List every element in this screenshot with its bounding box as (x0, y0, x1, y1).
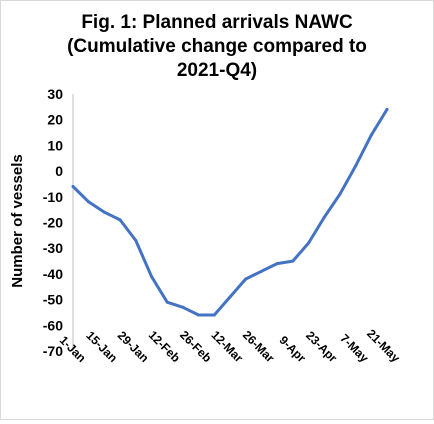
data-point (322, 215, 326, 219)
y-tick-label: -50 (43, 292, 63, 308)
x-tick-label: 15-Jan (83, 328, 120, 365)
data-point (244, 277, 248, 281)
x-tick-label: 21-May (364, 326, 403, 365)
x-tick-labels: 1-Jan15-Jan29-Jan12-Feb26-Feb12-Mar26-Ma… (57, 326, 403, 365)
x-tick-label: 23-Apr (303, 328, 340, 365)
data-point (385, 107, 389, 111)
x-tick-label: 26-Mar (240, 328, 277, 365)
data-point (228, 295, 232, 299)
y-tick-label: -60 (43, 317, 63, 333)
y-tick-label: 10 (47, 137, 63, 153)
y-tick-label: 0 (55, 163, 63, 179)
series-group (71, 107, 389, 317)
x-tick-label: 26-Feb (177, 328, 214, 365)
data-point (354, 164, 358, 168)
y-tick-label: -40 (43, 266, 63, 282)
series-line (71, 107, 389, 317)
y-tick-label: -30 (43, 240, 63, 256)
data-point (212, 313, 216, 317)
y-tick-label: -10 (43, 189, 63, 205)
y-tick-label: 20 (47, 112, 63, 128)
data-point (150, 274, 153, 278)
data-point (259, 269, 263, 273)
data-point (338, 192, 342, 196)
x-tick-label: 12-Mar (209, 328, 246, 365)
x-tick-label: 29-Jan (115, 328, 152, 365)
data-point (369, 133, 373, 137)
y-axis-label: Number of vessels (9, 154, 26, 287)
data-point (291, 259, 295, 263)
chart-title-line-3: 2021-Q4) (177, 60, 257, 81)
data-point (71, 185, 75, 189)
data-point (134, 238, 138, 242)
data-point (181, 305, 185, 309)
chart-title-line-1: Fig. 1: Planned arrivals NAWC (81, 12, 353, 33)
y-tick-labels: 30 20 10 0 -10 -20 -30 -40 -50 -60 -70 (43, 86, 63, 359)
x-tick-label: 12-Feb (146, 328, 183, 365)
y-tick-label: -20 (43, 215, 63, 231)
data-point (102, 210, 106, 214)
data-point (87, 200, 91, 204)
chart-title-line-2: (Cumulative change compared to (67, 36, 367, 57)
data-point (197, 313, 201, 317)
data-point (275, 262, 279, 266)
data-point (118, 218, 122, 222)
data-point (307, 241, 310, 245)
y-tick-label: 30 (47, 86, 63, 102)
data-point (165, 300, 169, 304)
y-tick-label: -70 (43, 343, 63, 359)
